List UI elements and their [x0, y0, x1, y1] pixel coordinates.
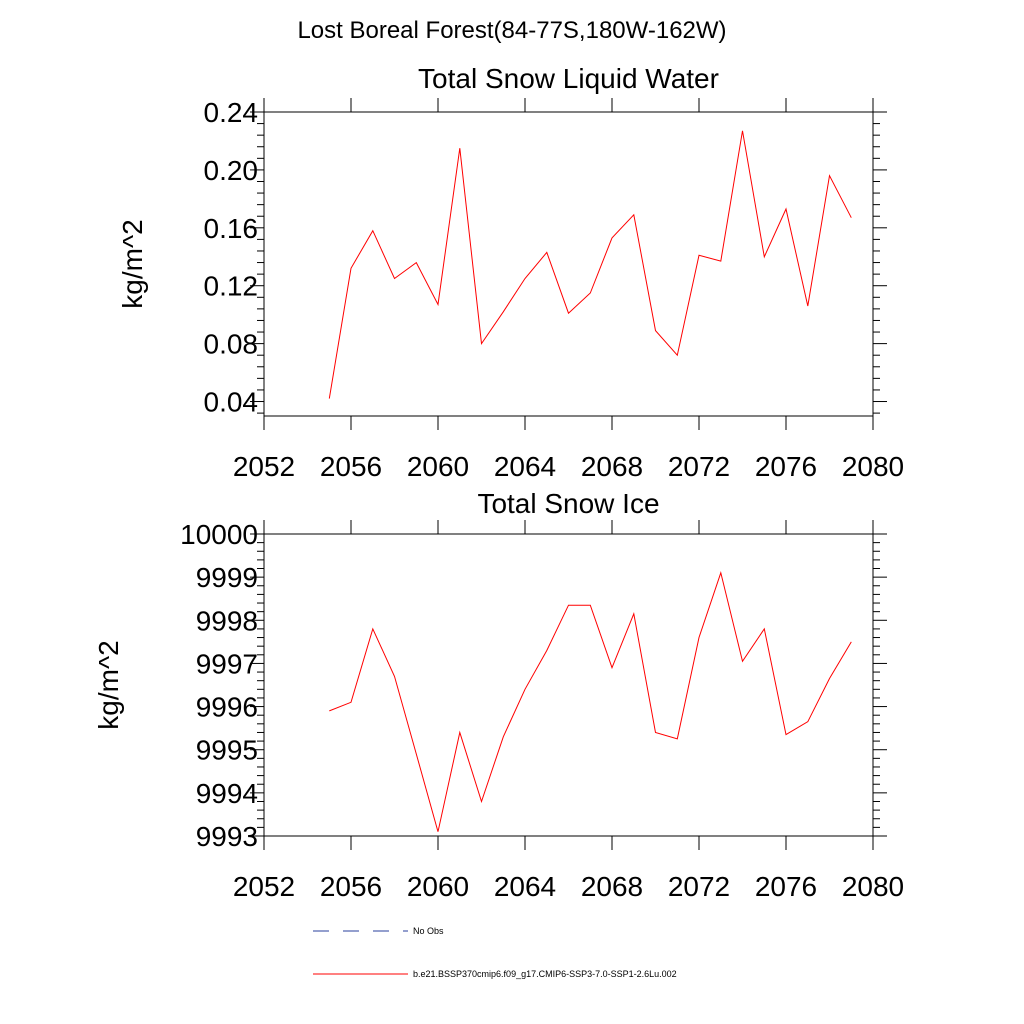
y-tick-label: 9997 [196, 648, 258, 679]
y-tick-label: 0.04 [204, 387, 259, 418]
legend-obs-label: No Obs [413, 926, 444, 936]
x-tick-label: 2064 [494, 871, 556, 902]
x-tick-label: 2080 [842, 871, 904, 902]
y-tick-label: 0.08 [204, 329, 259, 360]
legend-model-label: b.e21.BSSP370cmip6.f09_g17.CMIP6-SSP3-7.… [413, 969, 677, 979]
y-tick-label: 9998 [196, 605, 258, 636]
series-line [329, 571, 852, 832]
x-tick-label: 2056 [320, 451, 382, 482]
x-tick-label: 2052 [233, 451, 295, 482]
y-axis-label: kg/m^2 [117, 219, 148, 308]
chart-title: Total Snow Liquid Water [418, 63, 719, 94]
x-tick-label: 2080 [842, 451, 904, 482]
y-tick-label: 9995 [196, 735, 258, 766]
chart-title: Total Snow Ice [477, 488, 659, 519]
liquid-water-chart: Total Snow Liquid Water kg/m^2 2052 2056 206… [117, 63, 904, 482]
series-line [328, 130, 852, 399]
x-tick-label: 2068 [581, 451, 643, 482]
x-tick-label: 2060 [407, 451, 469, 482]
x-tick-label: 2052 [233, 871, 295, 902]
x-tick-label: 2056 [320, 871, 382, 902]
y-tick-label: 9994 [196, 778, 258, 809]
x-tick-label: 2072 [668, 451, 730, 482]
y-tick-label: 0.20 [204, 155, 259, 186]
plot-frame [263, 533, 874, 837]
x-tick-label: 2060 [407, 871, 469, 902]
y-tick-label: 0.16 [204, 213, 259, 244]
legend: No Obs b.e21.BSSP370cmip6.f09_g17.CMIP6-… [313, 926, 677, 979]
x-tick-label: 2068 [581, 871, 643, 902]
y-tick-label: 9996 [196, 692, 258, 723]
y-tick-label: 0.24 [204, 97, 259, 128]
y-tick-label: 0.12 [204, 271, 259, 302]
snow-ice-chart: Total Snow Ice kg/m^2 2052 2056 2060 2064 2068… [93, 488, 904, 902]
y-tick-label: 10000 [180, 519, 258, 550]
x-tick-label: 2076 [755, 871, 817, 902]
page-title: Lost Boreal Forest(84-77S,180W-162W) [297, 17, 727, 44]
x-tick-label: 2064 [494, 451, 556, 482]
x-tick-label: 2072 [668, 871, 730, 902]
y-axis-label: kg/m^2 [93, 640, 124, 729]
y-tick-label: 9993 [196, 821, 258, 852]
plot-frame [263, 111, 874, 417]
x-tick-label: 2076 [755, 451, 817, 482]
y-tick-label: 9999 [196, 562, 258, 593]
